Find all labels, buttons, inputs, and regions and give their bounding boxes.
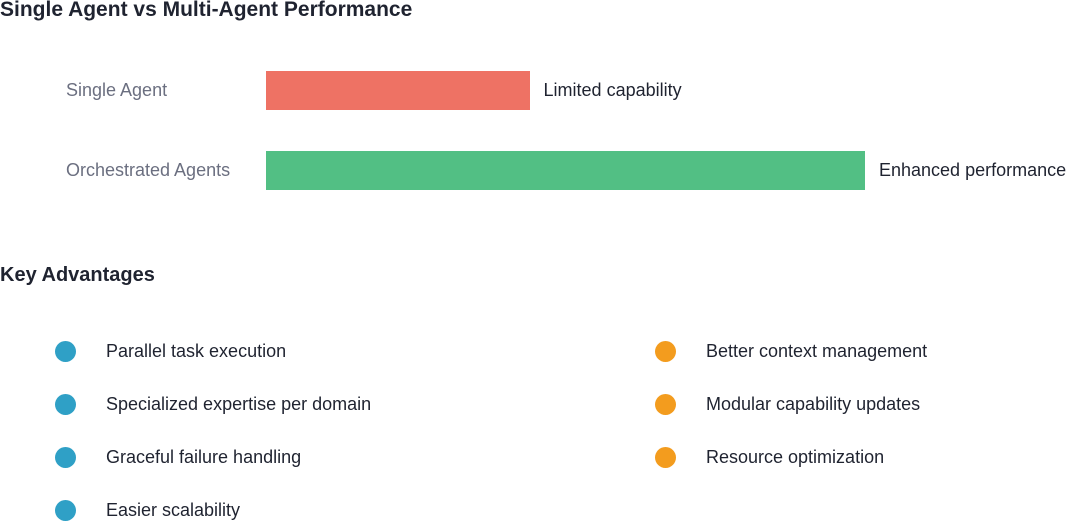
bar — [266, 71, 530, 110]
advantage-item: Specialized expertise per domain — [55, 392, 371, 416]
chart-title: Single Agent vs Multi-Agent Performance — [0, 0, 413, 21]
section-title: Key Advantages — [0, 264, 155, 286]
advantage-item: Graceful failure handling — [55, 446, 301, 470]
advantage-text: Easier scalability — [106, 500, 241, 521]
bar-label: Enhanced performance — [879, 160, 1067, 180]
bullet-dot-icon — [655, 447, 676, 469]
bullet-dot-icon — [55, 500, 76, 522]
bar-label: Limited capability — [543, 80, 682, 100]
advantage-text: Specialized expertise per domain — [106, 393, 372, 414]
advantage-text: Graceful failure handling — [106, 447, 302, 468]
bullet-dot-icon — [655, 393, 676, 415]
advantage-text: Parallel task execution — [106, 340, 287, 361]
advantage-item: Easier scalability — [55, 499, 240, 523]
bullet-dot-icon — [55, 447, 76, 469]
advantage-item: Parallel task execution — [55, 339, 286, 363]
advantage-item: Modular capability updates — [655, 392, 920, 416]
advantage-text: Modular capability updates — [706, 393, 921, 414]
category-label: Single Agent — [66, 80, 168, 100]
bar — [266, 151, 865, 190]
advantage-text: Resource optimization — [706, 447, 885, 468]
bullet-dot-icon — [55, 340, 76, 362]
category-label: Orchestrated Agents — [66, 160, 231, 180]
advantage-text: Better context management — [706, 340, 928, 361]
advantage-item: Resource optimization — [655, 446, 884, 470]
bullet-dot-icon — [55, 393, 76, 415]
bullet-dot-icon — [655, 340, 676, 362]
advantage-item: Better context management — [655, 339, 927, 363]
